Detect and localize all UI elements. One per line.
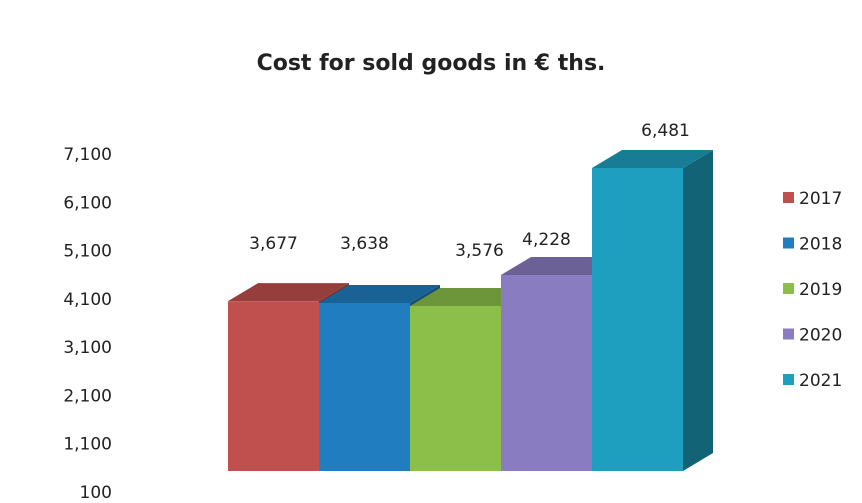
bar-front-face bbox=[228, 301, 319, 471]
y-tick-label: 5,100 bbox=[63, 242, 112, 262]
legend-label-2019: 2019 bbox=[799, 280, 842, 300]
y-tick-label: 1,100 bbox=[63, 435, 112, 455]
legend-label-2020: 2020 bbox=[799, 326, 842, 346]
bar-front-face bbox=[410, 305, 501, 471]
y-tick-label: 3,100 bbox=[63, 338, 112, 358]
y-axis: 100 1,100 2,100 3,100 4,100 5,100 6,100 7,100 bbox=[63, 145, 112, 503]
y-tick-label: 6,100 bbox=[63, 193, 112, 213]
bar-front-face bbox=[319, 302, 410, 471]
bar-front-face bbox=[501, 274, 592, 471]
legend-swatch-2020 bbox=[783, 328, 794, 340]
data-label-2017: 3,677 bbox=[249, 234, 298, 254]
data-label-2018: 3,638 bbox=[340, 234, 389, 254]
bar-2021 bbox=[592, 150, 713, 471]
data-labels: 3,677 3,638 3,576 4,228 6,481 bbox=[249, 121, 690, 261]
legend-swatch-2017 bbox=[783, 192, 794, 203]
bar-side-face bbox=[683, 150, 713, 471]
data-label-2020: 4,228 bbox=[522, 230, 571, 250]
y-tick-label: 100 bbox=[80, 483, 112, 503]
legend: 2017 2018 2019 2020 2021 bbox=[783, 189, 842, 391]
legend-swatch-2018 bbox=[783, 237, 794, 249]
data-label-2019: 3,576 bbox=[455, 241, 504, 261]
legend-swatch-2021 bbox=[783, 374, 794, 385]
bar-top-face bbox=[319, 284, 440, 303]
legend-label-2018: 2018 bbox=[799, 235, 842, 255]
data-label-2021: 6,481 bbox=[641, 121, 690, 141]
bar-top-face bbox=[501, 256, 622, 275]
y-tick-label: 2,100 bbox=[63, 386, 112, 406]
bar-front-face bbox=[592, 168, 683, 471]
bar-top-face bbox=[592, 150, 713, 168]
chart-title: Cost for sold goods in € ths. bbox=[257, 51, 606, 76]
bar-top-face bbox=[228, 283, 349, 302]
bar-series bbox=[228, 150, 713, 471]
legend-label-2017: 2017 bbox=[799, 189, 842, 209]
legend-swatch-2019 bbox=[783, 283, 794, 294]
legend-label-2021: 2021 bbox=[799, 371, 842, 391]
bar-top-face bbox=[410, 287, 531, 306]
y-tick-label: 4,100 bbox=[63, 290, 112, 310]
y-tick-label: 7,100 bbox=[63, 145, 112, 165]
